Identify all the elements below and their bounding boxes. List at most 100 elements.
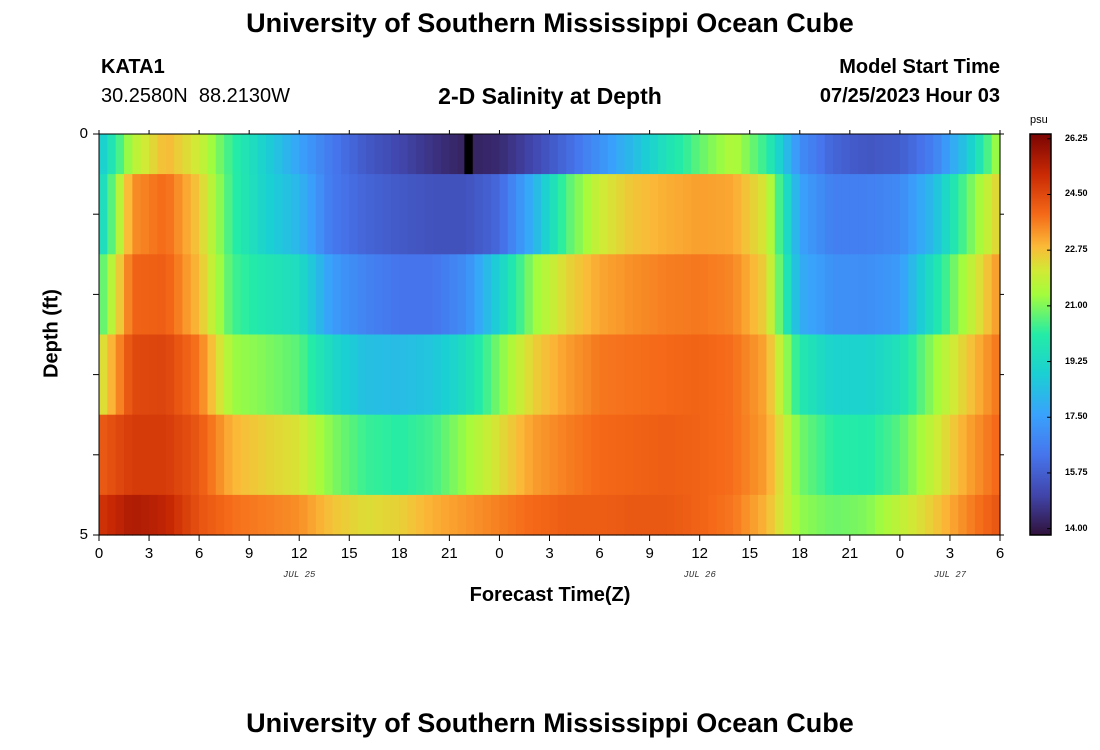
heatmap-cell [574, 334, 584, 416]
heatmap-cell [274, 334, 284, 416]
heatmap-cell [491, 254, 501, 336]
heatmap-cell [207, 414, 217, 496]
heatmap-cell [382, 494, 392, 536]
heatmap-cell [833, 494, 843, 536]
heatmap-cell [866, 494, 876, 536]
heatmap-cell [332, 414, 342, 496]
heatmap-cell [174, 334, 184, 416]
heatmap-cell [599, 134, 609, 175]
heatmap-cell [741, 254, 751, 336]
heatmap-cell [941, 174, 951, 255]
heatmap-cell [599, 334, 609, 416]
footer-title: University of Southern Mississippi Ocean… [246, 708, 854, 738]
heatmap-cell [607, 134, 617, 175]
heatmap-cell [365, 174, 375, 255]
heatmap-cell [124, 414, 133, 496]
heatmap-cell [899, 414, 909, 496]
heatmap-cell [499, 414, 509, 496]
heatmap-cell [365, 334, 375, 416]
heatmap-cell [224, 134, 234, 175]
heatmap-cell [883, 134, 893, 175]
heatmap-cell [499, 134, 509, 175]
heatmap-cell [758, 334, 768, 416]
heatmap-cell [265, 174, 275, 255]
plot-title: 2-D Salinity at Depth [438, 83, 662, 109]
x-tick-label: 0 [495, 545, 504, 562]
x-tick-label: 18 [791, 545, 809, 562]
heatmap-cell [841, 254, 851, 336]
heatmap-cell [132, 334, 142, 416]
heatmap-cell [140, 334, 150, 416]
x-tick-label: 15 [340, 545, 358, 562]
heatmap-cell [708, 334, 717, 416]
heatmap-cell [849, 334, 859, 416]
heatmap-cell [758, 494, 768, 536]
heatmap-cell [566, 174, 576, 255]
heatmap-cell [799, 414, 809, 496]
heatmap-cell [566, 414, 576, 496]
x-axis-label: Forecast Time(Z) [469, 584, 631, 606]
heatmap-cell [682, 174, 692, 255]
heatmap-cell [307, 134, 317, 175]
heatmap-cell [282, 134, 292, 175]
heatmap-cell [340, 334, 350, 416]
heatmap-cell [783, 334, 793, 416]
heatmap-cell [399, 134, 409, 175]
heatmap-cell [99, 494, 108, 536]
heatmap-cell [724, 494, 734, 536]
heatmap-cell [466, 254, 476, 336]
heatmap-cell [549, 174, 559, 255]
heatmap-cell [124, 174, 133, 255]
heatmap-cell [582, 254, 592, 336]
heatmap-cell [424, 334, 434, 416]
heatmap-cell [758, 254, 768, 336]
heatmap-cell [390, 254, 400, 336]
heatmap-cell [983, 334, 993, 416]
heatmap-cell [407, 174, 417, 255]
heatmap-cell [808, 334, 818, 416]
heatmap-cell [466, 174, 476, 255]
heatmap-cell [516, 254, 526, 336]
heatmap-cell [165, 334, 175, 416]
heatmap-cell [182, 414, 192, 496]
heatmap-cell [299, 334, 309, 416]
heatmap-cell [666, 494, 676, 536]
heatmap-cell [357, 254, 367, 336]
heatmap-cell [641, 134, 651, 175]
heatmap-cell [849, 494, 859, 536]
heatmap-cell [908, 334, 918, 416]
heatmap-cell [407, 134, 417, 175]
heatmap-cell [974, 414, 984, 496]
heatmap-cell [182, 174, 192, 255]
heatmap-cell [99, 414, 108, 496]
heatmap-cell [349, 494, 359, 536]
heatmap-cell [691, 334, 701, 416]
heatmap-cell [207, 134, 217, 175]
heatmap-cell [582, 414, 592, 496]
colorbar-tick-label: 19.25 [1065, 355, 1088, 366]
heatmap-cell [157, 414, 167, 496]
heatmap-cell [624, 334, 634, 416]
heatmap-cell [149, 334, 158, 416]
heatmap-cell [190, 134, 200, 175]
heatmap-cell [407, 494, 417, 536]
heatmap-cell [574, 134, 584, 175]
heatmap-cell [424, 134, 434, 175]
heatmap-cell [441, 174, 450, 255]
heatmap-cell [474, 134, 484, 175]
heatmap-cell [249, 134, 259, 175]
heatmap-cell [399, 174, 409, 255]
heatmap-cell [791, 134, 801, 175]
heatmap-cell [983, 414, 993, 496]
heatmap-cell [532, 254, 542, 336]
heatmap-cell [749, 334, 759, 416]
heatmap-cell [591, 134, 601, 175]
heatmap-cell [841, 134, 851, 175]
heatmap-cell [991, 254, 1001, 336]
heatmap-cell [858, 494, 868, 536]
heatmap-cell [899, 134, 909, 175]
heatmap-cell [390, 494, 400, 536]
heatmap-cell [949, 414, 959, 496]
heatmap-cell [432, 334, 442, 416]
heatmap-cell [716, 254, 726, 336]
